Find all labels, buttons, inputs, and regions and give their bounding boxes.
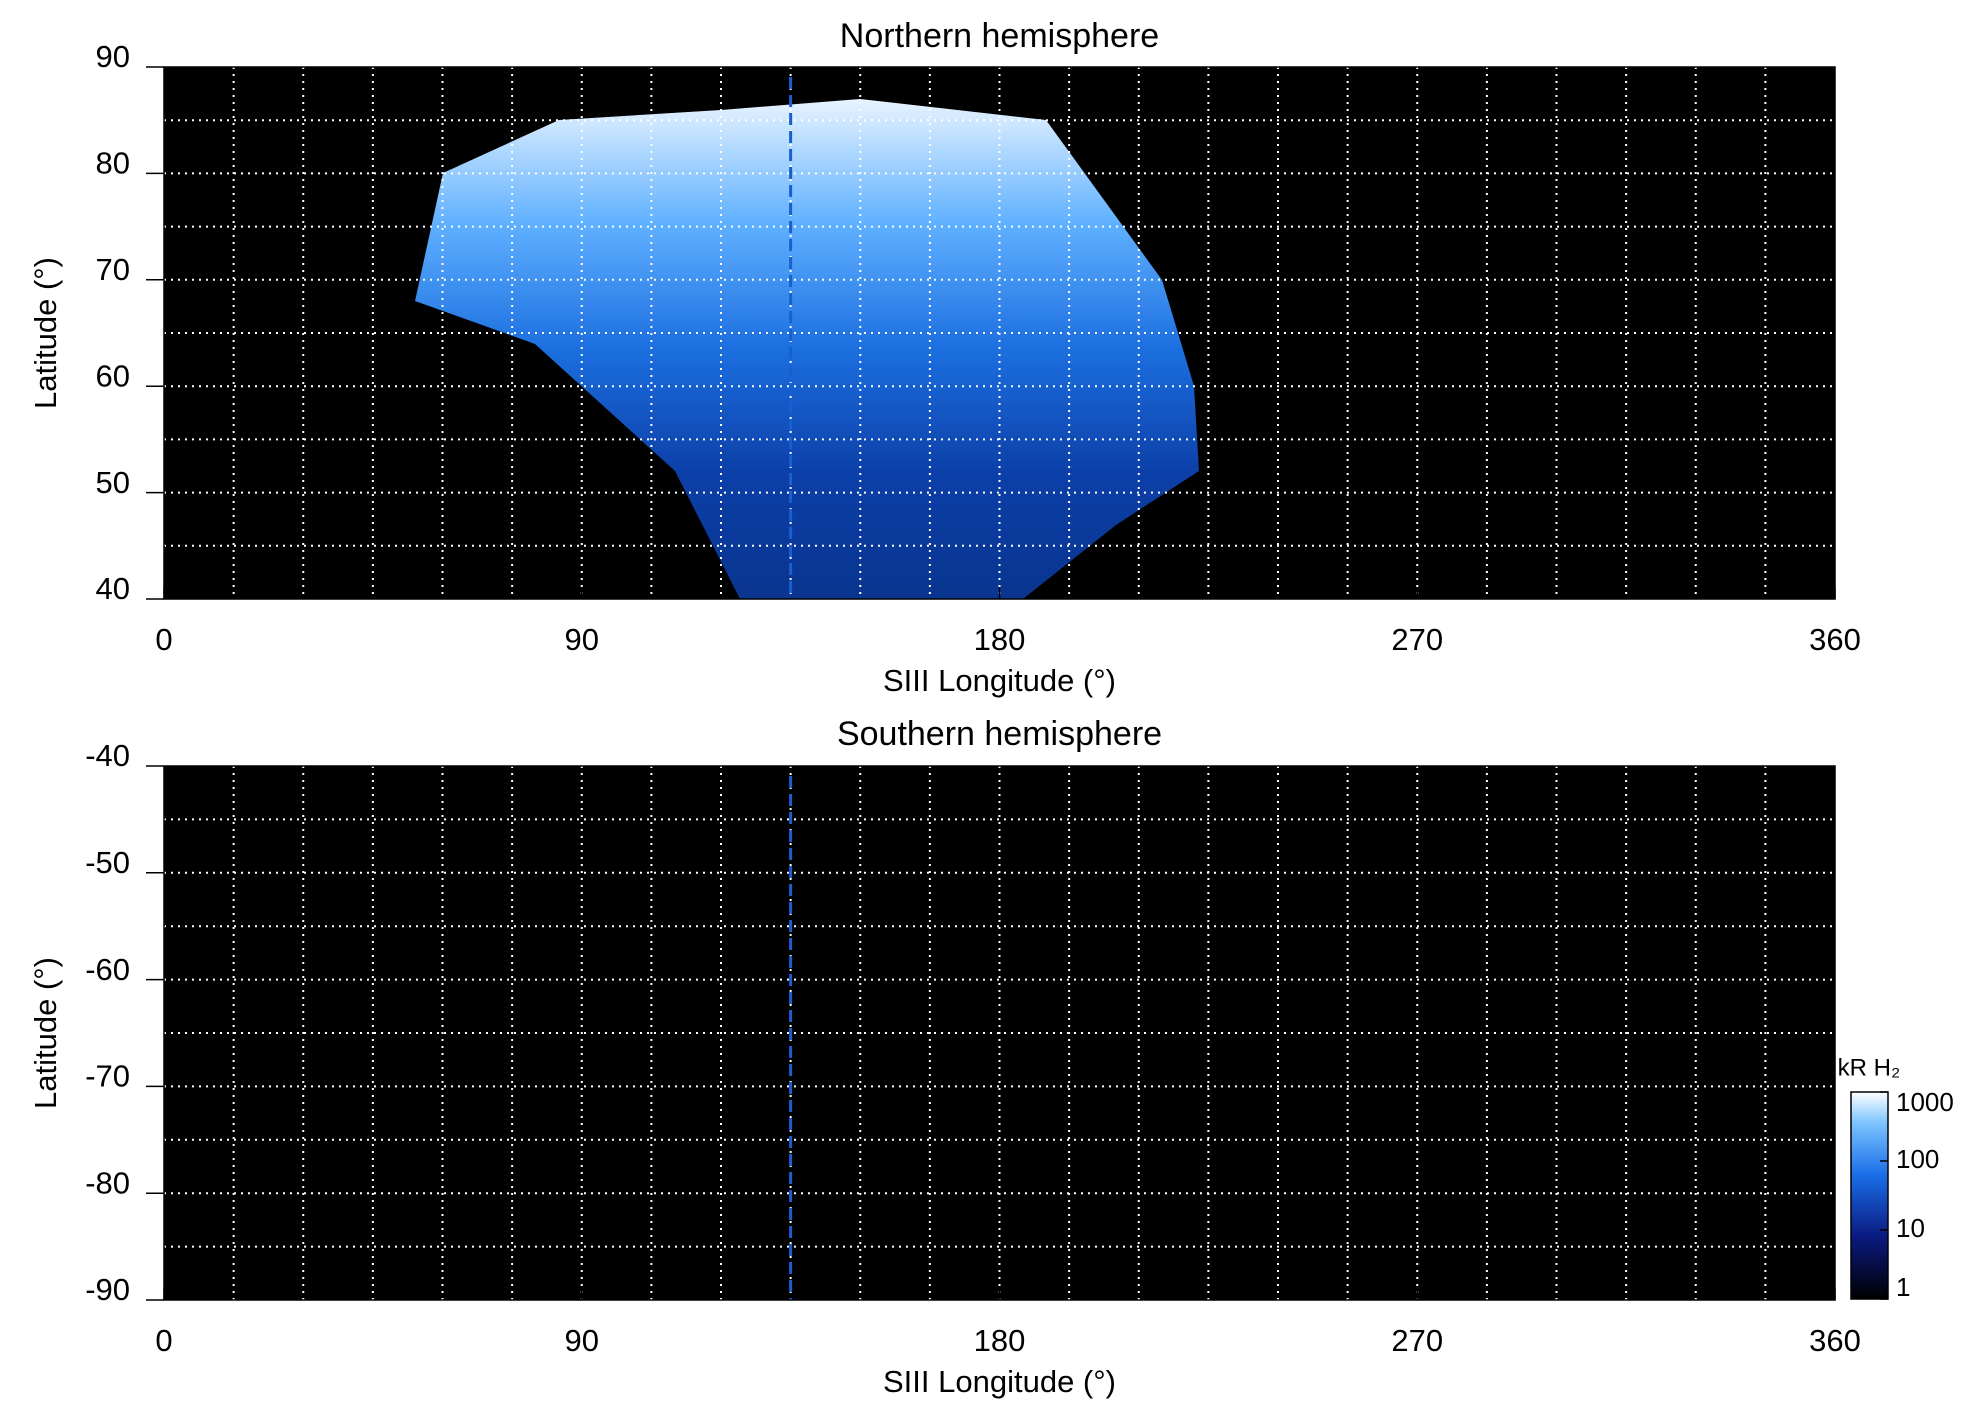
colorbar-tick-label: 1	[1896, 1272, 1910, 1302]
x-tick-label: 0	[155, 1323, 172, 1358]
chart-title: Northern hemisphere	[840, 17, 1159, 55]
x-tick-label: 180	[974, 1323, 1026, 1358]
y-tick-label: -50	[85, 845, 130, 880]
y-tick-label: 60	[96, 358, 130, 393]
chart-title: Southern hemisphere	[837, 715, 1162, 753]
x-tick-label: 360	[1809, 622, 1861, 657]
y-tick-label: 40	[96, 571, 130, 606]
colorbar	[1850, 1091, 1889, 1300]
y-tick-label: -60	[85, 952, 130, 987]
y-axis-label: Latitude (°)	[28, 257, 63, 409]
y-tick-label: 50	[96, 465, 130, 500]
y-axis-label: Latitude (°)	[28, 957, 63, 1109]
y-tick-label: 80	[96, 146, 130, 181]
colorbar-tick-label: 1000	[1896, 1087, 1954, 1117]
colorbar-label: kR H₂	[1838, 1054, 1901, 1081]
x-tick-label: 180	[974, 622, 1026, 657]
x-axis-label: SIII Longitude (°)	[883, 1364, 1116, 1399]
x-tick-label: 360	[1809, 1323, 1861, 1358]
x-tick-label: 270	[1391, 1323, 1443, 1358]
emission-region	[415, 99, 1199, 599]
y-tick-label: -90	[85, 1272, 130, 1307]
y-tick-label: -70	[85, 1059, 130, 1094]
x-tick-label: 0	[155, 622, 172, 657]
y-tick-label: -80	[85, 1165, 130, 1200]
x-axis-label: SIII Longitude (°)	[883, 663, 1116, 698]
x-tick-label: 90	[565, 1323, 599, 1358]
colorbar-tick-label: 100	[1896, 1144, 1939, 1174]
y-tick-label: 90	[96, 39, 130, 74]
x-tick-label: 270	[1391, 622, 1443, 657]
colorbar-tick-label: 10	[1896, 1213, 1925, 1243]
x-tick-label: 90	[565, 622, 599, 657]
y-tick-label: -40	[85, 738, 130, 773]
y-tick-label: 70	[96, 252, 130, 287]
